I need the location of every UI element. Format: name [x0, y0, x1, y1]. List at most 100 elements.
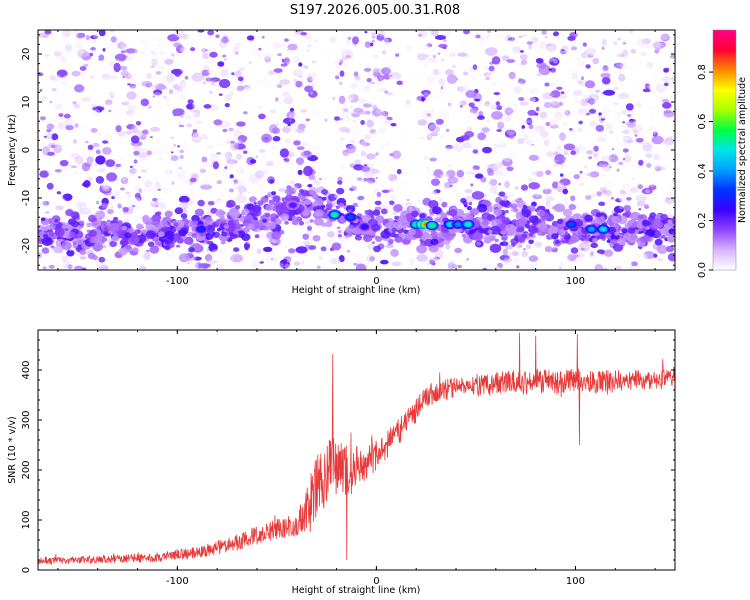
noise-speckle [556, 36, 560, 40]
noise-speckle [416, 254, 428, 262]
noise-speckle [301, 261, 305, 263]
noise-speckle [354, 252, 363, 260]
noise-speckle [550, 101, 561, 109]
signal-speckle [585, 233, 592, 239]
signal-speckle [229, 209, 241, 219]
noise-speckle [589, 250, 594, 257]
noise-speckle [81, 70, 85, 74]
signal-speckle [271, 191, 277, 196]
noise-speckle [312, 235, 321, 242]
noise-speckle [531, 36, 539, 44]
noise-speckle [39, 201, 48, 207]
y-tick-label: 300 [21, 410, 32, 429]
noise-speckle [54, 103, 63, 110]
noise-speckle [46, 133, 53, 140]
signal-speckle [176, 237, 184, 244]
noise-speckle [38, 144, 43, 153]
noise-speckle [313, 252, 317, 255]
noise-speckle [464, 260, 467, 264]
noise-speckle [306, 254, 311, 258]
noise-speckle [136, 46, 146, 51]
signal-speckle [204, 232, 214, 240]
noise-speckle [227, 153, 232, 157]
noise-speckle [429, 94, 442, 101]
noise-speckle [495, 101, 501, 106]
noise-speckle [445, 147, 454, 152]
noise-speckle [615, 198, 622, 203]
signal-speckle [241, 208, 250, 216]
noise-speckle [502, 157, 513, 167]
noise-speckle [642, 142, 653, 152]
noise-speckle [102, 187, 110, 192]
noise-speckle [83, 63, 89, 67]
noise-speckle [107, 69, 116, 79]
noise-speckle [336, 40, 342, 44]
noise-speckle [545, 200, 551, 208]
noise-speckle [468, 102, 475, 108]
noise-speckle [618, 195, 628, 202]
colorbar-gradient [713, 30, 736, 270]
noise-speckle [256, 43, 264, 49]
noise-speckle [258, 121, 266, 129]
signal-speckle [305, 209, 310, 214]
noise-speckle [138, 71, 147, 76]
noise-speckle [354, 159, 362, 166]
noise-speckle [425, 129, 438, 139]
noise-speckle [376, 148, 380, 151]
noise-speckle [366, 177, 376, 184]
noise-speckle [624, 210, 632, 219]
noise-speckle [610, 66, 616, 72]
noise-speckle [528, 154, 540, 161]
noise-speckle [314, 39, 317, 42]
noise-speckle [295, 80, 303, 88]
signal-speckle [122, 207, 129, 213]
noise-speckle [576, 144, 586, 151]
noise-speckle [501, 55, 510, 61]
noise-speckle [197, 33, 202, 38]
noise-speckle [499, 90, 506, 95]
noise-speckle [117, 130, 126, 137]
noise-speckle [481, 58, 486, 62]
signal-speckle [648, 215, 656, 222]
signal-speckle [75, 237, 84, 245]
noise-speckle [160, 140, 172, 147]
bright-spot [451, 219, 465, 230]
noise-speckle [83, 170, 92, 177]
noise-speckle [39, 88, 43, 92]
noise-speckle [584, 80, 596, 89]
noise-speckle [291, 144, 294, 147]
noise-speckle [630, 48, 637, 54]
noise-speckle [111, 82, 120, 87]
noise-speckle [652, 151, 659, 156]
noise-speckle [660, 34, 669, 40]
signal-speckle [147, 241, 155, 247]
noise-speckle [139, 37, 149, 46]
noise-speckle [321, 260, 328, 266]
noise-speckle [623, 154, 632, 163]
noise-speckle [464, 166, 475, 171]
noise-speckle [134, 77, 138, 82]
noise-speckle [417, 30, 428, 39]
noise-speckle [237, 185, 247, 193]
signal-speckle [503, 218, 510, 225]
noise-speckle [458, 44, 465, 52]
noise-speckle [85, 140, 89, 144]
noise-speckle [306, 132, 311, 137]
noise-speckle [59, 159, 69, 167]
noise-speckle [159, 50, 166, 56]
noise-speckle [239, 67, 246, 72]
noise-speckle [110, 97, 121, 104]
noise-speckle [381, 87, 387, 91]
noise-speckle [39, 170, 49, 178]
noise-speckle [341, 152, 350, 158]
signal-speckle [178, 253, 190, 263]
noise-speckle [466, 257, 470, 261]
signal-speckle [124, 232, 132, 239]
noise-speckle [507, 37, 512, 41]
signal-speckle [191, 233, 198, 239]
noise-speckle [618, 116, 624, 122]
noise-speckle [469, 67, 474, 73]
noise-speckle [89, 108, 95, 113]
noise-speckle [664, 88, 668, 91]
